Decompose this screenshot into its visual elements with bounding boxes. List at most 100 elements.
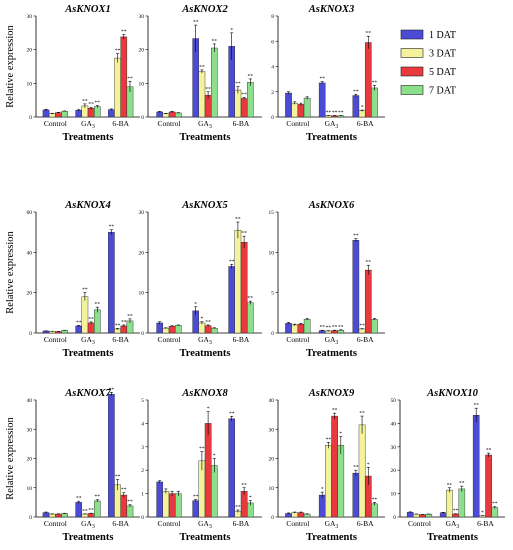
significance-label: **: [109, 387, 115, 393]
y-tick-label: 20: [27, 291, 33, 297]
bar: [210, 327, 218, 334]
bar: [93, 106, 101, 118]
significance-label: **: [372, 80, 378, 86]
x-tick-label: Control: [408, 519, 431, 528]
chart-asknox8: AsKNOX8012345Control******GA3*******6-BA…: [141, 388, 262, 543]
x-tick-label: GA3: [81, 335, 95, 346]
bar: [446, 489, 453, 518]
y-tick-label: 8: [271, 14, 274, 20]
significance-label: **: [366, 260, 372, 266]
legend-label: 7 DAT: [429, 86, 456, 97]
y-tick-label: 60: [27, 210, 33, 216]
significance-label: **: [241, 482, 247, 488]
bar: [42, 512, 50, 518]
significance-label: **: [76, 320, 82, 326]
bar: [297, 104, 305, 118]
bar: [48, 113, 56, 118]
chart-asknox9: AsKNOX9010203040Control******GA3*******6…: [269, 388, 385, 543]
significance-label: **: [127, 313, 133, 319]
chart-title: AsKNOX10: [426, 388, 479, 399]
significance-label: *: [201, 316, 204, 322]
bar: [425, 513, 433, 518]
significance-label: **: [326, 437, 332, 443]
y-tick-label: 50: [391, 398, 397, 404]
bar: [174, 493, 182, 518]
bar: [240, 242, 248, 334]
bar: [108, 393, 115, 518]
significance-label: *: [367, 462, 370, 468]
bar: [352, 95, 360, 118]
x-axis-label: Treatments: [63, 348, 114, 359]
y-tick-label: 2: [141, 468, 144, 474]
bar: [485, 454, 492, 518]
bar: [303, 513, 311, 518]
bar: [246, 302, 254, 334]
significance-label: **: [459, 481, 465, 487]
significance-label: **: [453, 508, 459, 514]
significance-label: **: [127, 76, 133, 82]
x-tick-label: GA3: [81, 119, 95, 130]
y-axis-label: Relative expression: [5, 24, 16, 107]
y-tick-label: 10: [391, 492, 397, 498]
bar: [285, 92, 292, 118]
bar: [108, 109, 115, 118]
x-tick-label: 6-BA: [112, 519, 129, 528]
x-axis-label: Treatments: [306, 132, 357, 143]
y-tick-label: 10: [139, 291, 145, 297]
significance-label: **: [88, 508, 94, 514]
x-tick-label: Control: [44, 119, 67, 128]
y-tick-label: 5: [271, 291, 274, 297]
bar: [162, 491, 170, 518]
bar: [352, 240, 360, 334]
chart-title: AsKNOX7: [64, 388, 111, 399]
significance-label: *: [213, 453, 216, 459]
y-tick-label: 1: [141, 492, 144, 498]
significance-label: **: [332, 408, 338, 414]
bar: [413, 513, 420, 518]
x-tick-label: GA3: [198, 519, 212, 530]
bar: [371, 87, 378, 118]
x-axis-label: Treatments: [180, 132, 231, 143]
bar: [364, 269, 372, 334]
bar: [75, 502, 82, 518]
significance-label: **: [447, 482, 453, 488]
bar: [168, 111, 176, 118]
significance-label: **: [115, 474, 121, 480]
legend-swatch: [400, 66, 424, 77]
bar: [162, 113, 170, 118]
significance-label: **: [88, 102, 94, 108]
bar: [458, 488, 466, 518]
significance-label: *: [339, 431, 342, 437]
bar: [120, 325, 128, 334]
y-tick-label: 10: [27, 486, 33, 492]
significance-label: **: [235, 504, 241, 510]
y-tick-label: 0: [141, 115, 144, 121]
bar: [198, 322, 206, 334]
bar: [472, 415, 480, 518]
bar: [42, 330, 50, 334]
y-axis-label: Relative expression: [5, 230, 16, 313]
legend-label: 1 DAT: [429, 30, 456, 41]
x-tick-label: GA3: [325, 335, 339, 346]
bar: [210, 465, 218, 518]
x-tick-label: 6-BA: [233, 335, 250, 344]
y-tick-label: 10: [269, 486, 275, 492]
x-tick-label: GA3: [325, 119, 339, 130]
x-tick-label: Control: [44, 335, 67, 344]
chart-title: AsKNOX1: [64, 4, 111, 15]
chart-title: AsKNOX8: [181, 388, 228, 399]
legend-swatch: [400, 29, 424, 40]
significance-label: **: [199, 64, 205, 70]
y-tick-label: 4: [141, 421, 144, 427]
y-tick-label: 10: [27, 81, 33, 87]
bar: [174, 112, 182, 118]
significance-label: **: [121, 319, 127, 325]
significance-label: **: [121, 29, 127, 35]
significance-label: **: [248, 296, 254, 302]
bar: [303, 319, 311, 334]
significance-label: *: [321, 487, 324, 493]
x-axis-label: Treatments: [427, 532, 478, 543]
bar: [364, 42, 372, 118]
